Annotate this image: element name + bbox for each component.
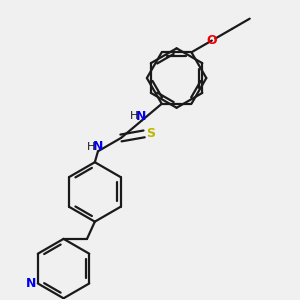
Text: H: H [87,142,95,152]
Text: O: O [206,34,217,47]
Text: S: S [146,128,155,140]
Text: N: N [93,140,103,153]
Text: N: N [26,277,36,290]
Text: N: N [136,110,146,123]
Text: H: H [130,111,139,121]
